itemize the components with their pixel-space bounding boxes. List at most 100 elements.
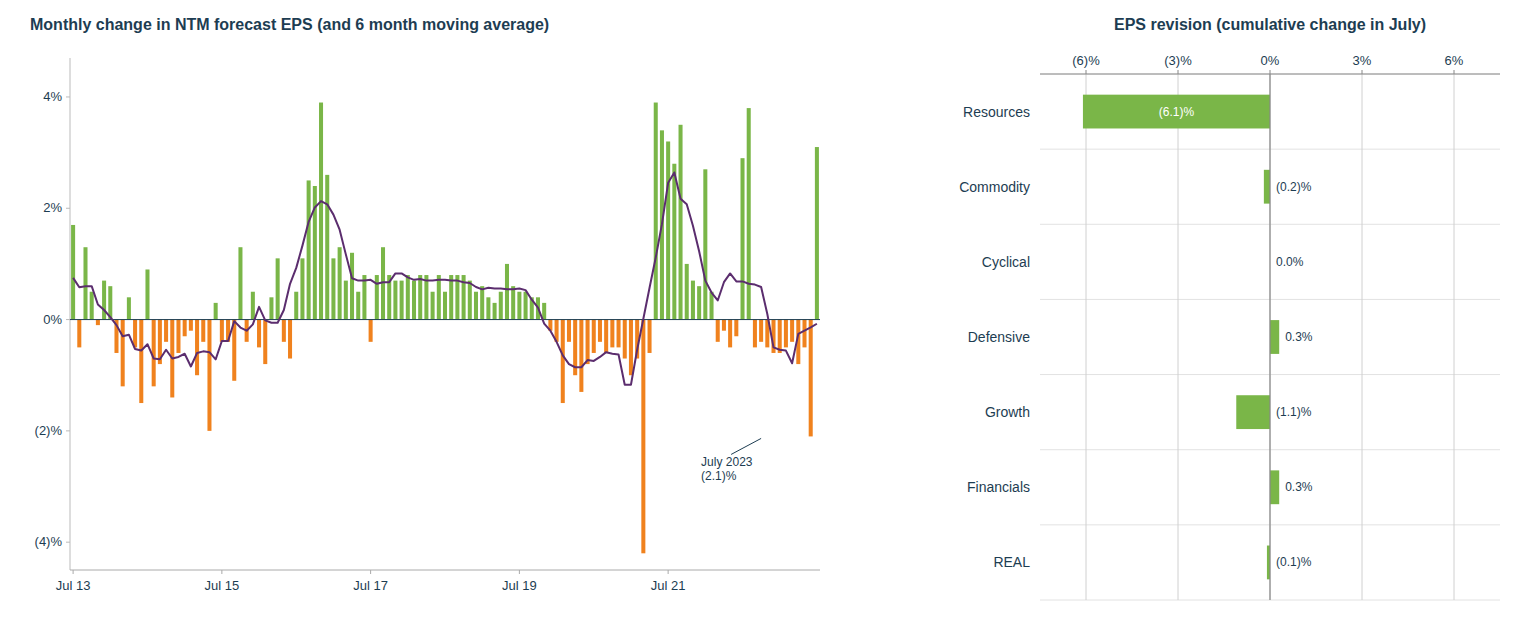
y-tick (66, 430, 70, 431)
category-label: Cyclical (982, 254, 1030, 270)
category-label: Defensive (968, 329, 1030, 345)
bar (561, 320, 565, 403)
x-tick-label: Jul 19 (502, 578, 537, 593)
bar (443, 292, 447, 320)
category-label: REAL (993, 554, 1030, 570)
bar (759, 320, 763, 342)
x-tick-label: (3)% (1164, 53, 1192, 68)
x-tick (1270, 70, 1271, 74)
bar (183, 320, 187, 337)
bar (449, 275, 453, 320)
bar (338, 247, 342, 319)
bar (493, 303, 497, 320)
bar (1264, 170, 1270, 204)
x-tick-label: Jul 13 (56, 578, 91, 593)
bar (753, 320, 757, 348)
bar (610, 320, 614, 348)
bar (480, 286, 484, 319)
y-tick (66, 319, 70, 320)
x-grid (1086, 74, 1087, 600)
category-label: Growth (985, 404, 1030, 420)
bar (288, 320, 292, 359)
bar (207, 320, 211, 431)
bar (393, 281, 397, 320)
bar (617, 320, 621, 348)
bar (790, 320, 794, 342)
bar (325, 175, 329, 320)
bar (672, 164, 676, 320)
x-tick-label: Jul 21 (651, 578, 686, 593)
x-tick (668, 570, 669, 574)
bar (666, 141, 670, 319)
bar (350, 253, 354, 320)
bar (269, 297, 273, 319)
data-label: (0.1)% (1276, 555, 1312, 569)
bar (356, 292, 360, 320)
bar (604, 320, 608, 353)
bar (400, 281, 404, 320)
bar (542, 303, 546, 320)
bar (176, 320, 180, 353)
x-tick-label: 0% (1261, 53, 1280, 68)
category-label: Commodity (959, 179, 1030, 195)
bar (145, 269, 149, 319)
bar (282, 320, 286, 342)
bar (579, 320, 583, 392)
bar (214, 303, 218, 320)
bar (220, 320, 224, 342)
plot-area (1083, 95, 1279, 580)
data-label: (1.1)% (1276, 405, 1312, 419)
x-tick-label: 6% (1445, 53, 1464, 68)
annotation-leader (731, 438, 761, 454)
bar (679, 125, 683, 320)
bar (431, 292, 435, 320)
x-tick (519, 570, 520, 574)
bar (102, 281, 106, 320)
bar (362, 275, 366, 320)
y-tick (66, 208, 70, 209)
y-tick-label: (4)% (35, 534, 63, 549)
plot-area (70, 103, 820, 554)
data-label: (0.2)% (1276, 180, 1312, 194)
bar (685, 264, 689, 320)
bar (586, 320, 590, 365)
category-label: Financials (967, 479, 1030, 495)
bar (90, 292, 94, 320)
bar (121, 320, 125, 387)
x-grid (1178, 74, 1179, 600)
bar (722, 320, 726, 331)
bar (648, 320, 652, 353)
bar (691, 281, 695, 320)
x-grid (1270, 74, 1271, 600)
y-tick (66, 542, 70, 543)
x-tick (1362, 70, 1363, 74)
bar (734, 320, 738, 337)
bar (517, 292, 521, 320)
bar (1270, 470, 1279, 504)
bar (418, 275, 422, 320)
bar (164, 320, 168, 342)
bar (294, 292, 298, 320)
chart-canvas: Monthly change in NTM forecast EPS (and … (0, 0, 1530, 626)
bar (567, 320, 571, 342)
bar (344, 281, 348, 320)
x-tick (1178, 70, 1179, 74)
bar (1236, 395, 1270, 429)
zero-line (1269, 74, 1270, 600)
bar (83, 247, 87, 319)
bar (598, 320, 602, 342)
annotation: July 2023(2.1)% (701, 455, 753, 483)
bar (96, 320, 100, 326)
data-label: 0.3% (1285, 330, 1313, 344)
bar (437, 275, 441, 320)
data-label: 0.3% (1285, 480, 1313, 494)
moving-average-line (73, 172, 817, 384)
bar (511, 286, 515, 319)
data-label: (6.1)% (1159, 105, 1195, 119)
annotation-line: July 2023 (701, 455, 753, 469)
bar (815, 147, 819, 320)
bar (505, 264, 509, 320)
zero-line (70, 319, 820, 320)
bar (499, 292, 503, 320)
y-tick (66, 96, 70, 97)
